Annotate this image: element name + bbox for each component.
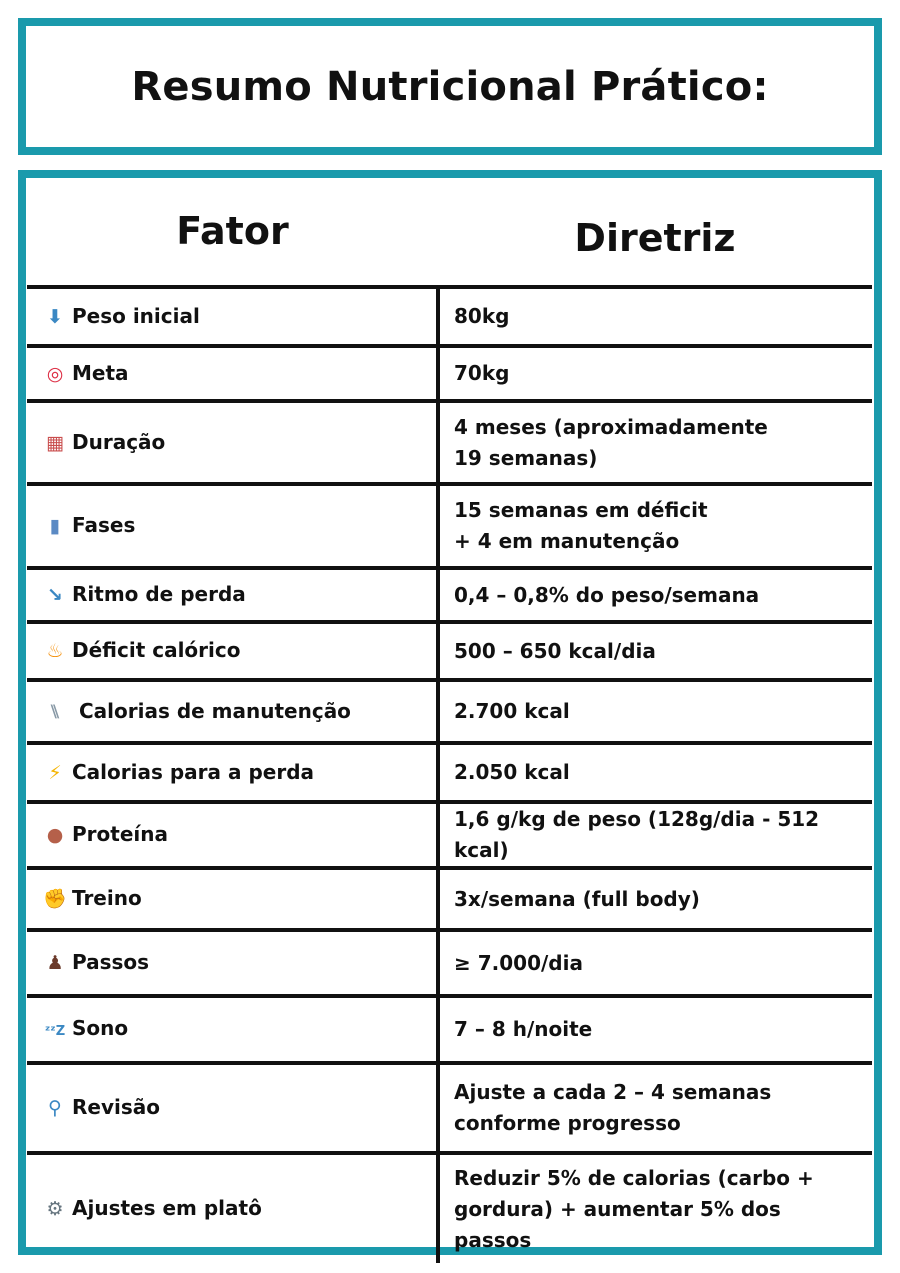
factor-cell: ● Proteína — [27, 800, 440, 868]
factor-cell: ⚡ Calorias para a perda — [27, 741, 440, 802]
factor-label: Ritmo de perda — [72, 582, 246, 606]
calendar-icon: ▦ — [46, 431, 64, 454]
factor-label: Calorias de manutenção — [72, 698, 351, 723]
factor-cell: ♟ Passos — [27, 928, 440, 996]
table-row: ♟ Passos ≥ 7.000/dia — [27, 928, 872, 996]
guideline-cell: Reduzir 5% de calorias (carbo + gordura)… — [438, 1151, 872, 1263]
table-row: ↘ Ritmo de perda 0,4 – 0,8% do peso/semana — [27, 566, 872, 622]
zzz-icon: ᶻᶻZ — [44, 1023, 66, 1039]
factor-cell: ⚙ Ajustes em platô — [27, 1151, 440, 1263]
factor-label: Duração — [72, 429, 166, 454]
lightning-icon: ⚡ — [48, 761, 62, 784]
beans-icon: ● — [46, 824, 64, 846]
fire-icon: ♨ — [46, 640, 64, 662]
guideline-cell: 2.700 kcal — [438, 678, 872, 743]
guideline-cell: 7 – 8 h/noite — [438, 994, 872, 1063]
factor-cell: ▦ Duração — [27, 399, 440, 484]
guideline-cell: 500 – 650 kcal/dia — [438, 620, 872, 680]
factor-label: Calorias para a perda — [72, 759, 315, 784]
magnifier-icon: ⚲ — [48, 1097, 62, 1119]
factor-cell: ⬇ Peso inicial — [27, 287, 440, 346]
table-row: ▮ Fases 15 semanas em déficit + 4 em manut… — [27, 482, 872, 568]
guideline-cell: 80kg — [454, 304, 510, 328]
table-row: ♨ Déficit calórico 500 – 650 kcal/dia — [27, 620, 872, 680]
factor-cell: ⚲ Revisão — [27, 1061, 440, 1153]
factor-label: Peso inicial — [72, 303, 200, 328]
table-row: ⬇ Peso inicial 80kg — [27, 287, 872, 346]
target-icon: ◎ — [46, 362, 64, 385]
table-row: ⚙ Ajustes em platô Reduzir 5% de calorias … — [27, 1151, 872, 1263]
down-arrow-icon: ⬇ — [47, 305, 63, 328]
factor-label: Revisão — [72, 1095, 160, 1119]
guideline-cell: 4 meses (aproximadamente 19 semanas) — [438, 399, 872, 484]
fork-knife-plate-icon: ⑊ — [49, 700, 61, 723]
factor-label: Ajustes em platô — [72, 1196, 262, 1220]
guideline-cell: 2.050 kcal — [438, 741, 872, 802]
bar-chart-icon: ▮ — [49, 515, 61, 537]
table-row: ⚡ Calorias para a perda 2.050 kcal — [27, 741, 872, 802]
guideline-cell: 3x/semana (full body) — [438, 866, 872, 930]
guideline-cell: 0,4 – 0,8% do peso/semana — [438, 566, 872, 622]
title-box: Resumo Nutricional Prático: — [18, 18, 882, 155]
table-row: ● Proteína 1,6 g/kg de peso (128g/dia - 51… — [27, 800, 872, 868]
factor-cell: ▮ Fases — [27, 482, 440, 568]
page-title: Resumo Nutricional Prático: — [131, 63, 769, 110]
factor-cell: ◎ Meta — [27, 344, 440, 401]
flexed-biceps-icon: ✊ — [43, 888, 67, 910]
summary-table-box: Fator Diretriz ⬇ Peso inicial 80kg ◎ Meta 70k… — [18, 170, 882, 1263]
footprints-icon: ♟ — [46, 952, 64, 974]
table-header-row: Fator Diretriz — [27, 178, 872, 289]
factor-label: Treino — [72, 886, 142, 910]
factor-cell: ✊ Treino — [27, 866, 440, 930]
factor-label: Fases — [72, 513, 136, 537]
factor-label: Passos — [72, 950, 150, 974]
gear-icon: ⚙ — [46, 1198, 64, 1220]
table-row: ⚲ Revisão Ajuste a cada 2 – 4 semanas conf… — [27, 1061, 872, 1153]
table-row: ✊ Treino 3x/semana (full body) — [27, 866, 872, 930]
factor-cell: ♨ Déficit calórico — [27, 620, 440, 680]
summary-table: Fator Diretriz ⬇ Peso inicial 80kg ◎ Meta 70k… — [27, 178, 872, 1263]
chart-decreasing-icon: ↘ — [47, 584, 63, 606]
table-row: ◎ Meta 70kg — [27, 344, 872, 401]
guideline-cell: 70kg — [438, 344, 872, 401]
guideline-cell: Ajuste a cada 2 – 4 semanas conforme pro… — [438, 1061, 872, 1153]
factor-label: Meta — [72, 360, 129, 385]
guideline-cell: 15 semanas em déficit + 4 em manutenção — [438, 482, 872, 568]
factor-label: Sono — [72, 1015, 129, 1040]
header-factor: Fator — [27, 178, 438, 289]
factor-label: Proteína — [72, 822, 168, 846]
table-row: ᶻᶻZ Sono 7 – 8 h/noite — [27, 994, 872, 1063]
factor-label: Déficit calórico — [72, 638, 241, 662]
factor-cell: ⑊ Calorias de manutenção — [27, 678, 440, 743]
header-guideline: Diretriz — [438, 178, 872, 289]
table-row: ▦ Duração 4 meses (aproximadamente 19 sema… — [27, 399, 872, 484]
guideline-cell: ≥ 7.000/dia — [438, 928, 872, 996]
guideline-cell: 1,6 g/kg de peso (128g/dia - 512 kcal) — [438, 800, 872, 868]
factor-cell: ᶻᶻZ Sono — [27, 994, 440, 1063]
table-row: ⑊ Calorias de manutenção 2.700 kcal — [27, 678, 872, 743]
factor-cell: ↘ Ritmo de perda — [27, 566, 440, 622]
